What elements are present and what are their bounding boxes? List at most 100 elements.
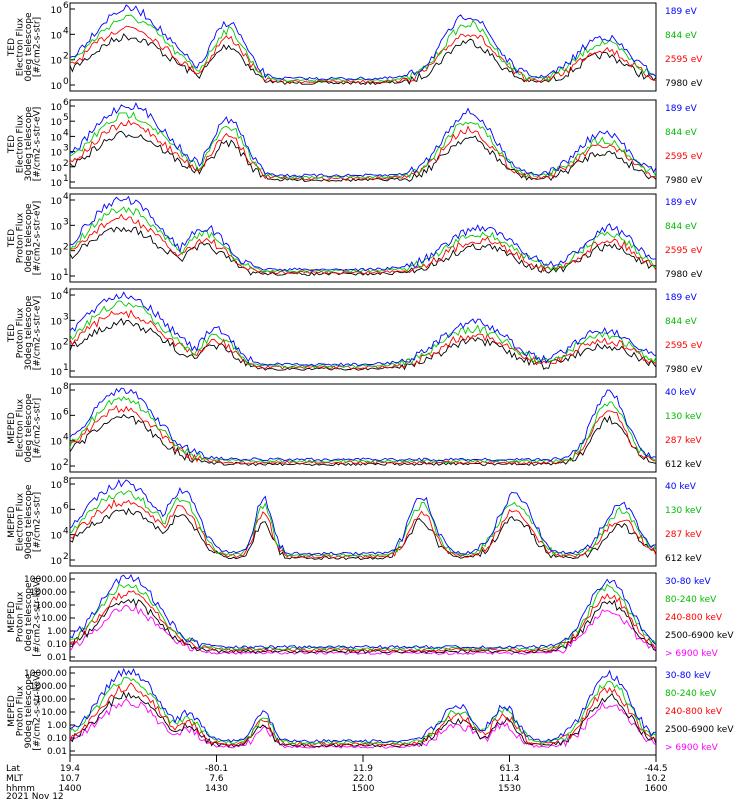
x-tick-label: 10.2	[646, 774, 666, 784]
y-tick-label: 1.00	[47, 721, 67, 731]
y-axis-label-line: 90deg telescope	[24, 673, 34, 748]
series-line	[70, 507, 656, 561]
y-tick-exponent: 2	[63, 552, 69, 562]
legend-entry: 7980 eV	[665, 270, 703, 280]
series-line	[70, 226, 656, 276]
y-axis-label-line: [#/cm2-s-str-eV]	[33, 201, 43, 276]
series-line	[70, 291, 656, 367]
legend-entry: 240-800 keV	[665, 613, 723, 623]
y-tick-label: 0.01	[47, 747, 67, 757]
x-tick-label: -80.1	[205, 764, 228, 774]
y-tick-exponent: 4	[63, 128, 69, 138]
series-line	[70, 33, 656, 86]
y-tick-base: 10	[51, 82, 63, 92]
y-tick-exponent: 3	[63, 144, 69, 154]
y-tick-exponent: 8	[63, 476, 69, 486]
series-line	[70, 604, 656, 656]
series-line	[70, 677, 656, 745]
x-tick-label: 1400	[59, 784, 82, 794]
legend-entry: 844 eV	[665, 128, 698, 138]
legend-entry: 7980 eV	[665, 365, 703, 375]
y-tick-exponent: 6	[63, 98, 69, 108]
x-tick-label: 22.0	[353, 774, 373, 784]
legend: 189 eV 844 eV 2595 eV 7980 eV	[665, 104, 703, 186]
series-line	[70, 498, 656, 559]
series-line	[70, 404, 656, 465]
series-line	[70, 111, 656, 179]
y-tick-label: 1000.00	[30, 588, 67, 598]
y-axis-label-line: [#/cm2-s-str-eV]	[33, 296, 43, 371]
y-tick-exponent: 1	[63, 268, 69, 278]
y-axis-label-line: TED	[7, 324, 17, 343]
legend: 189 eV 844 eV 2595 eV 7980 eV	[665, 198, 703, 280]
series-line	[70, 698, 656, 749]
x-tick-label: 1600	[645, 784, 668, 794]
series-line	[70, 598, 656, 654]
y-axis-label-line: Proton Flux	[16, 685, 26, 736]
legend-entry: 287 keV	[665, 436, 702, 446]
series-line	[70, 479, 656, 556]
x-tick-label: -44.5	[644, 764, 667, 774]
y-tick-exponent: 3	[63, 312, 69, 322]
y-tick-base: 10	[51, 343, 63, 353]
y-axis-label-line: Electron Flux	[16, 398, 26, 457]
y-tick-exponent: 3	[63, 217, 69, 227]
x-tick-label: 1500	[352, 784, 375, 794]
x-tick-label: 11.4	[499, 774, 519, 784]
y-tick-exponent: 1	[63, 174, 69, 184]
y-tick-label: 1000.00	[30, 682, 67, 692]
y-tick-exponent: 2	[63, 338, 69, 348]
y-tick-exponent: 4	[63, 192, 69, 202]
y-axis-label-line: 30deg telescope	[24, 106, 34, 181]
y-axis-label-line: [#/cm2-s-str-keV]	[33, 577, 43, 656]
y-tick-base: 10	[51, 103, 63, 113]
legend-entry: 7980 eV	[665, 79, 703, 89]
legend-entry: 189 eV	[665, 293, 698, 303]
traces	[70, 4, 656, 86]
y-tick-base: 10	[51, 273, 63, 283]
panel-frame	[69, 383, 657, 473]
series-line	[70, 682, 656, 747]
series-line	[70, 396, 656, 464]
y-tick-label: 100.00	[36, 601, 68, 611]
y-axis-label-line: TED	[7, 229, 17, 248]
traces	[70, 667, 656, 749]
y-axis-label-line: 0deg telescope	[24, 203, 34, 273]
y-axis-label-line: [#/cm2-s-str]	[33, 17, 43, 77]
y-tick-base: 10	[51, 317, 63, 327]
y-axis-label-line: Proton Flux	[16, 212, 26, 263]
x-tick-label: 7.6	[209, 774, 224, 784]
legend-entry: 130 keV	[665, 506, 702, 516]
panel-7: 10000.00 1000.00 100.00 10.00 1.00 0.10 0.01 ME…	[7, 572, 734, 663]
series-line	[70, 206, 656, 274]
traces	[70, 291, 656, 371]
y-tick-base: 10	[51, 222, 63, 232]
legend-entry: > 6900 keV	[665, 743, 719, 753]
y-axis-label-line: MEPED	[7, 601, 17, 633]
x-tick-label: 1530	[498, 784, 521, 794]
legend-entry: 189 eV	[665, 7, 698, 17]
series-line	[70, 101, 656, 178]
series-line	[70, 590, 656, 653]
legend: 30-80 keV 80-240 keV 240-800 keV 2500-6900 …	[665, 671, 734, 753]
y-tick-base: 10	[51, 368, 63, 378]
legend-entry: 80-240 keV	[665, 595, 717, 605]
legend-entry: 844 eV	[665, 31, 698, 41]
y-axis-label-line: MEPED	[7, 506, 17, 538]
legend-entry: 80-240 keV	[665, 689, 717, 699]
y-tick-label: 10000.00	[24, 669, 67, 679]
legend-entry: 612 keV	[665, 554, 702, 564]
legend-entry: 130 keV	[665, 412, 702, 422]
traces	[70, 387, 656, 467]
y-axis-label-line: TED	[7, 135, 17, 154]
